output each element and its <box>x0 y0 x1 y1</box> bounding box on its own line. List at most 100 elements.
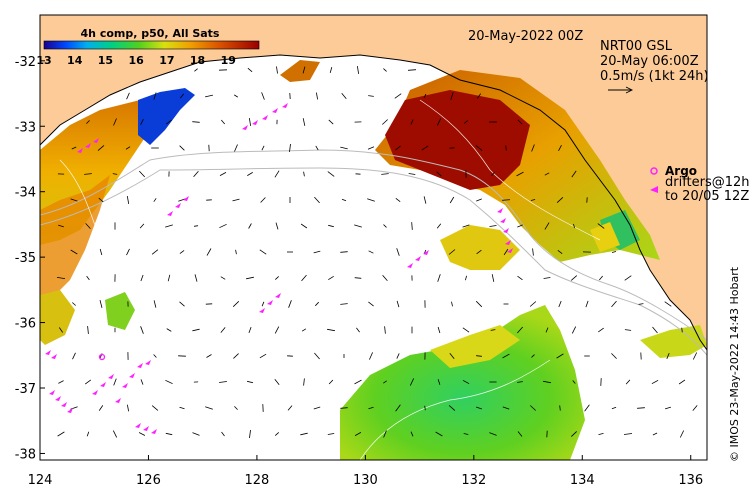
drifter-marker <box>67 408 73 413</box>
current-vector <box>179 250 185 254</box>
current-vector <box>192 328 200 332</box>
current-vector <box>436 171 442 177</box>
current-vector <box>274 326 280 334</box>
current-vector <box>517 326 523 334</box>
current-vector <box>85 223 91 229</box>
current-vector <box>368 406 374 410</box>
current-vector <box>502 406 510 410</box>
current-vector <box>517 275 523 281</box>
current-vector <box>559 405 561 411</box>
product-label: NRT00 GSL <box>600 39 673 54</box>
current-vector <box>436 223 442 229</box>
current-vector <box>637 407 645 409</box>
current-vector <box>167 274 171 282</box>
current-vector <box>396 300 400 308</box>
current-vector <box>125 146 131 150</box>
current-vector <box>259 249 267 255</box>
current-vector <box>206 248 212 256</box>
current-vector <box>423 196 427 204</box>
current-vector <box>681 327 683 333</box>
current-vector <box>368 301 374 307</box>
colorbar: 4h comp, p50, All Sats 13 14 15 16 17 18 19 <box>36 27 260 67</box>
current-vector <box>611 353 617 359</box>
current-vector <box>516 171 524 177</box>
current-vector <box>651 379 659 385</box>
current-vector <box>423 93 427 99</box>
current-vector <box>340 146 348 150</box>
current-vector <box>234 144 238 152</box>
valid-time: 20-May 06:00Z <box>600 54 699 69</box>
current-vector <box>652 432 658 436</box>
current-vector <box>475 300 483 308</box>
current-vector <box>558 145 562 151</box>
current-vector <box>530 199 536 201</box>
current-vector <box>611 300 617 308</box>
credit-text: © IMOS 23-May-2022 14:43 Hobart <box>728 266 741 462</box>
current-vector <box>328 119 334 125</box>
drifter-marker <box>262 115 268 120</box>
drifter-marker <box>61 402 67 407</box>
current-vector <box>276 66 278 74</box>
current-vector <box>692 352 698 360</box>
current-vector <box>58 327 64 333</box>
drifter-marker <box>175 203 181 208</box>
current-vector <box>354 277 362 279</box>
current-vector <box>301 274 307 282</box>
sst-sw-patch <box>40 290 75 345</box>
current-vector <box>287 405 293 411</box>
current-vector <box>652 326 658 334</box>
current-vector <box>153 92 157 100</box>
drifter-marker <box>135 423 141 428</box>
current-vector <box>383 380 387 384</box>
drifter-marker <box>507 248 513 253</box>
current-vector <box>624 329 632 331</box>
drifter-marker <box>145 360 151 365</box>
current-vector <box>476 355 482 357</box>
current-vector <box>517 119 523 125</box>
bathymetry-contours <box>40 149 707 356</box>
drifter-marker <box>100 382 106 387</box>
sst-yellow-patch <box>430 325 520 368</box>
current-vector <box>220 119 226 125</box>
current-vector <box>381 173 389 175</box>
drifter-marker <box>282 103 288 108</box>
current-vector <box>247 380 253 384</box>
argo-symbol <box>650 167 658 175</box>
drifter-marker <box>500 218 506 223</box>
current-vector <box>611 406 617 410</box>
sst-west-green-patch <box>105 292 135 330</box>
current-vector <box>435 431 443 437</box>
current-vector <box>316 92 318 100</box>
current-vector <box>140 379 144 385</box>
current-vector <box>97 145 105 151</box>
current-vector <box>382 119 388 125</box>
current-vector <box>340 407 348 409</box>
current-vector <box>300 432 308 436</box>
current-vector <box>503 248 509 256</box>
current-vector <box>367 146 375 150</box>
drifter-marker <box>108 374 114 379</box>
current-vector <box>70 198 78 202</box>
current-vector <box>531 354 535 358</box>
current-vector <box>476 198 482 202</box>
current-vector <box>489 225 497 227</box>
current-vector <box>56 277 66 279</box>
x-tick-label: 126 <box>136 473 161 488</box>
colorbar-title: 4h comp, p50, All Sats <box>81 27 220 40</box>
colorbar-ticks: 13 14 15 16 17 18 19 <box>36 54 236 67</box>
colorbar-tick-label: 15 <box>98 54 113 67</box>
current-vector <box>597 223 605 229</box>
colorbar-tick-label: 14 <box>67 54 83 67</box>
current-vector <box>340 303 348 305</box>
current-vector <box>384 326 386 334</box>
current-vector <box>382 274 388 282</box>
legend-drifters-line2: to 20/05 12Z <box>665 189 749 204</box>
sst-southern-field <box>340 305 585 460</box>
current-vector <box>448 405 456 411</box>
current-vector <box>86 275 90 281</box>
current-vector <box>396 353 400 359</box>
drifter-marker <box>423 250 429 255</box>
sst-cold-patch <box>138 88 195 145</box>
current-vector <box>475 406 483 410</box>
